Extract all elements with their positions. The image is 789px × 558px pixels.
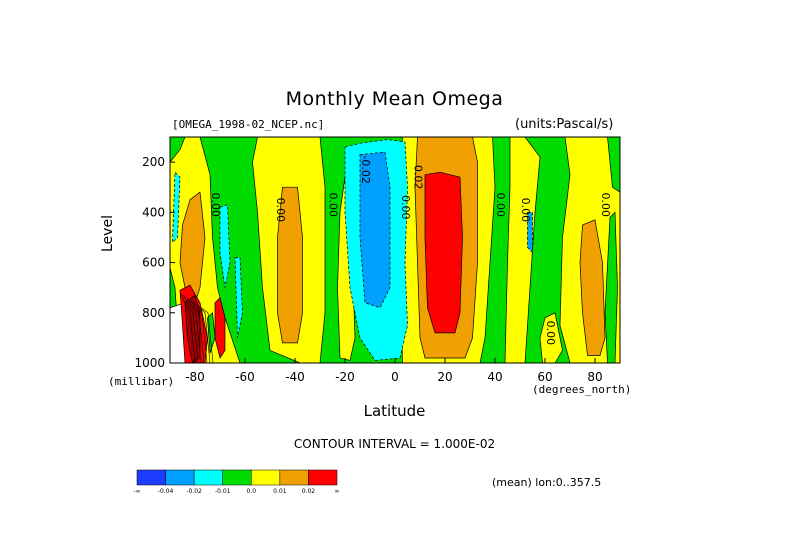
green-patch-south-74 [207,312,216,354]
units-label: (units:Pascal/s) [515,117,614,132]
colorbar-swatch [136,469,166,486]
neg04-equator-inner [359,151,391,309]
x-axis-label: Latitude [363,402,426,420]
contour-label: 0.00 [327,193,340,218]
neg02-south-70 [219,204,231,288]
colorbar-swatch [308,469,338,486]
pos01-north-80 [579,219,606,356]
y-axis-unit: (millibar) [108,375,175,388]
contour-label: 0.00 [599,193,612,218]
colorbar-level-label: -0.02 [186,488,202,495]
contour-fill-layer [170,137,620,363]
colorbar-swatch [279,469,309,486]
contour-line-south-pole [200,307,214,363]
colorbar-swatch [193,469,223,486]
colorbar-swatch [222,469,252,486]
colorbar-level-label: -∞ [133,488,140,495]
chart-title: Monthly Mean Omega [285,88,504,110]
contour-line-south-pole [186,297,202,363]
neg-patch-north-53 [527,211,533,254]
contour-line-south-pole [197,304,211,363]
contour-label: 0.00 [399,195,412,220]
colorbar-level-label: 0.0 [247,488,257,495]
y-tick-label: 200 [142,155,165,169]
contour-label: -0.02 [359,155,372,183]
contour-line-south-pole [193,302,208,363]
x-tick-label: -20 [335,370,355,384]
x-axis-unit: (degrees_north) [532,383,632,396]
neg02-south-pole-left [172,171,181,244]
y-tick-label: 400 [142,205,165,219]
colorbar-swatch [251,469,281,486]
contour-label: 0.00 [544,321,557,346]
x-tick-label: 80 [587,370,602,384]
mean-info-text: (mean) lon:0..357.5 [492,476,602,489]
green-patch-north-85 [604,211,618,363]
colorbar-swatch [165,469,195,486]
x-tick-label: 60 [537,370,552,384]
x-tick-label: -60 [235,370,255,384]
colorbar-level-label: 0.02 [302,488,316,495]
contour-line-south-pole [190,300,205,363]
colorbar-level-label: -0.01 [215,488,231,495]
x-tick-label: 0 [391,370,399,384]
zero-band-north-60 [539,312,563,363]
x-tick-label: 40 [487,370,502,384]
contour-label: 0.00 [274,198,287,223]
x-tick-label: 20 [437,370,452,384]
colorbar-level-label: 0.01 [273,488,287,495]
contour-label-layer: 0.00 0.00 0.00-0.020.000.020.00 0.00 0.000.0… [209,155,612,345]
dataset-label: [OMEGA_1998-02_NCEP.nc] [172,118,325,131]
contour-interval-text: CONTOUR INTERVAL = 1.000E-02 [293,437,496,451]
y-tick-label: 800 [142,306,165,320]
colorbar-level-label: ∞ [335,488,340,495]
colorbar: -∞ -0.04 -0.02 -0.01 0.0 0.01 0.02 ∞ [133,469,340,495]
contour-line-south-pole [179,292,196,363]
axes-layer: -80 -60 -40 -20 0 20 40 60 80 200 400 600 800 1000 [134,155,602,384]
pos01-south-40 [277,186,303,344]
y-tick-label: 600 [142,256,165,270]
zero-band-north-50 [504,137,541,363]
contour-label: 0.00 [209,193,222,218]
pos02-north-tropics [424,171,463,334]
y-tick-label: 1000 [134,356,165,370]
contour-label: 0.00 [494,193,507,218]
green-patch-north-pole [607,137,620,193]
y-axis-label: Level [100,215,116,252]
contour-label: 0.02 [412,165,425,190]
x-tick-label: -80 [185,370,205,384]
contour-line-south-pole [183,295,199,363]
x-tick-label: -40 [285,370,305,384]
colorbar-level-label: -0.04 [158,488,174,495]
neg02-south-63 [234,257,243,338]
contour-label: 0.00 [519,198,532,223]
